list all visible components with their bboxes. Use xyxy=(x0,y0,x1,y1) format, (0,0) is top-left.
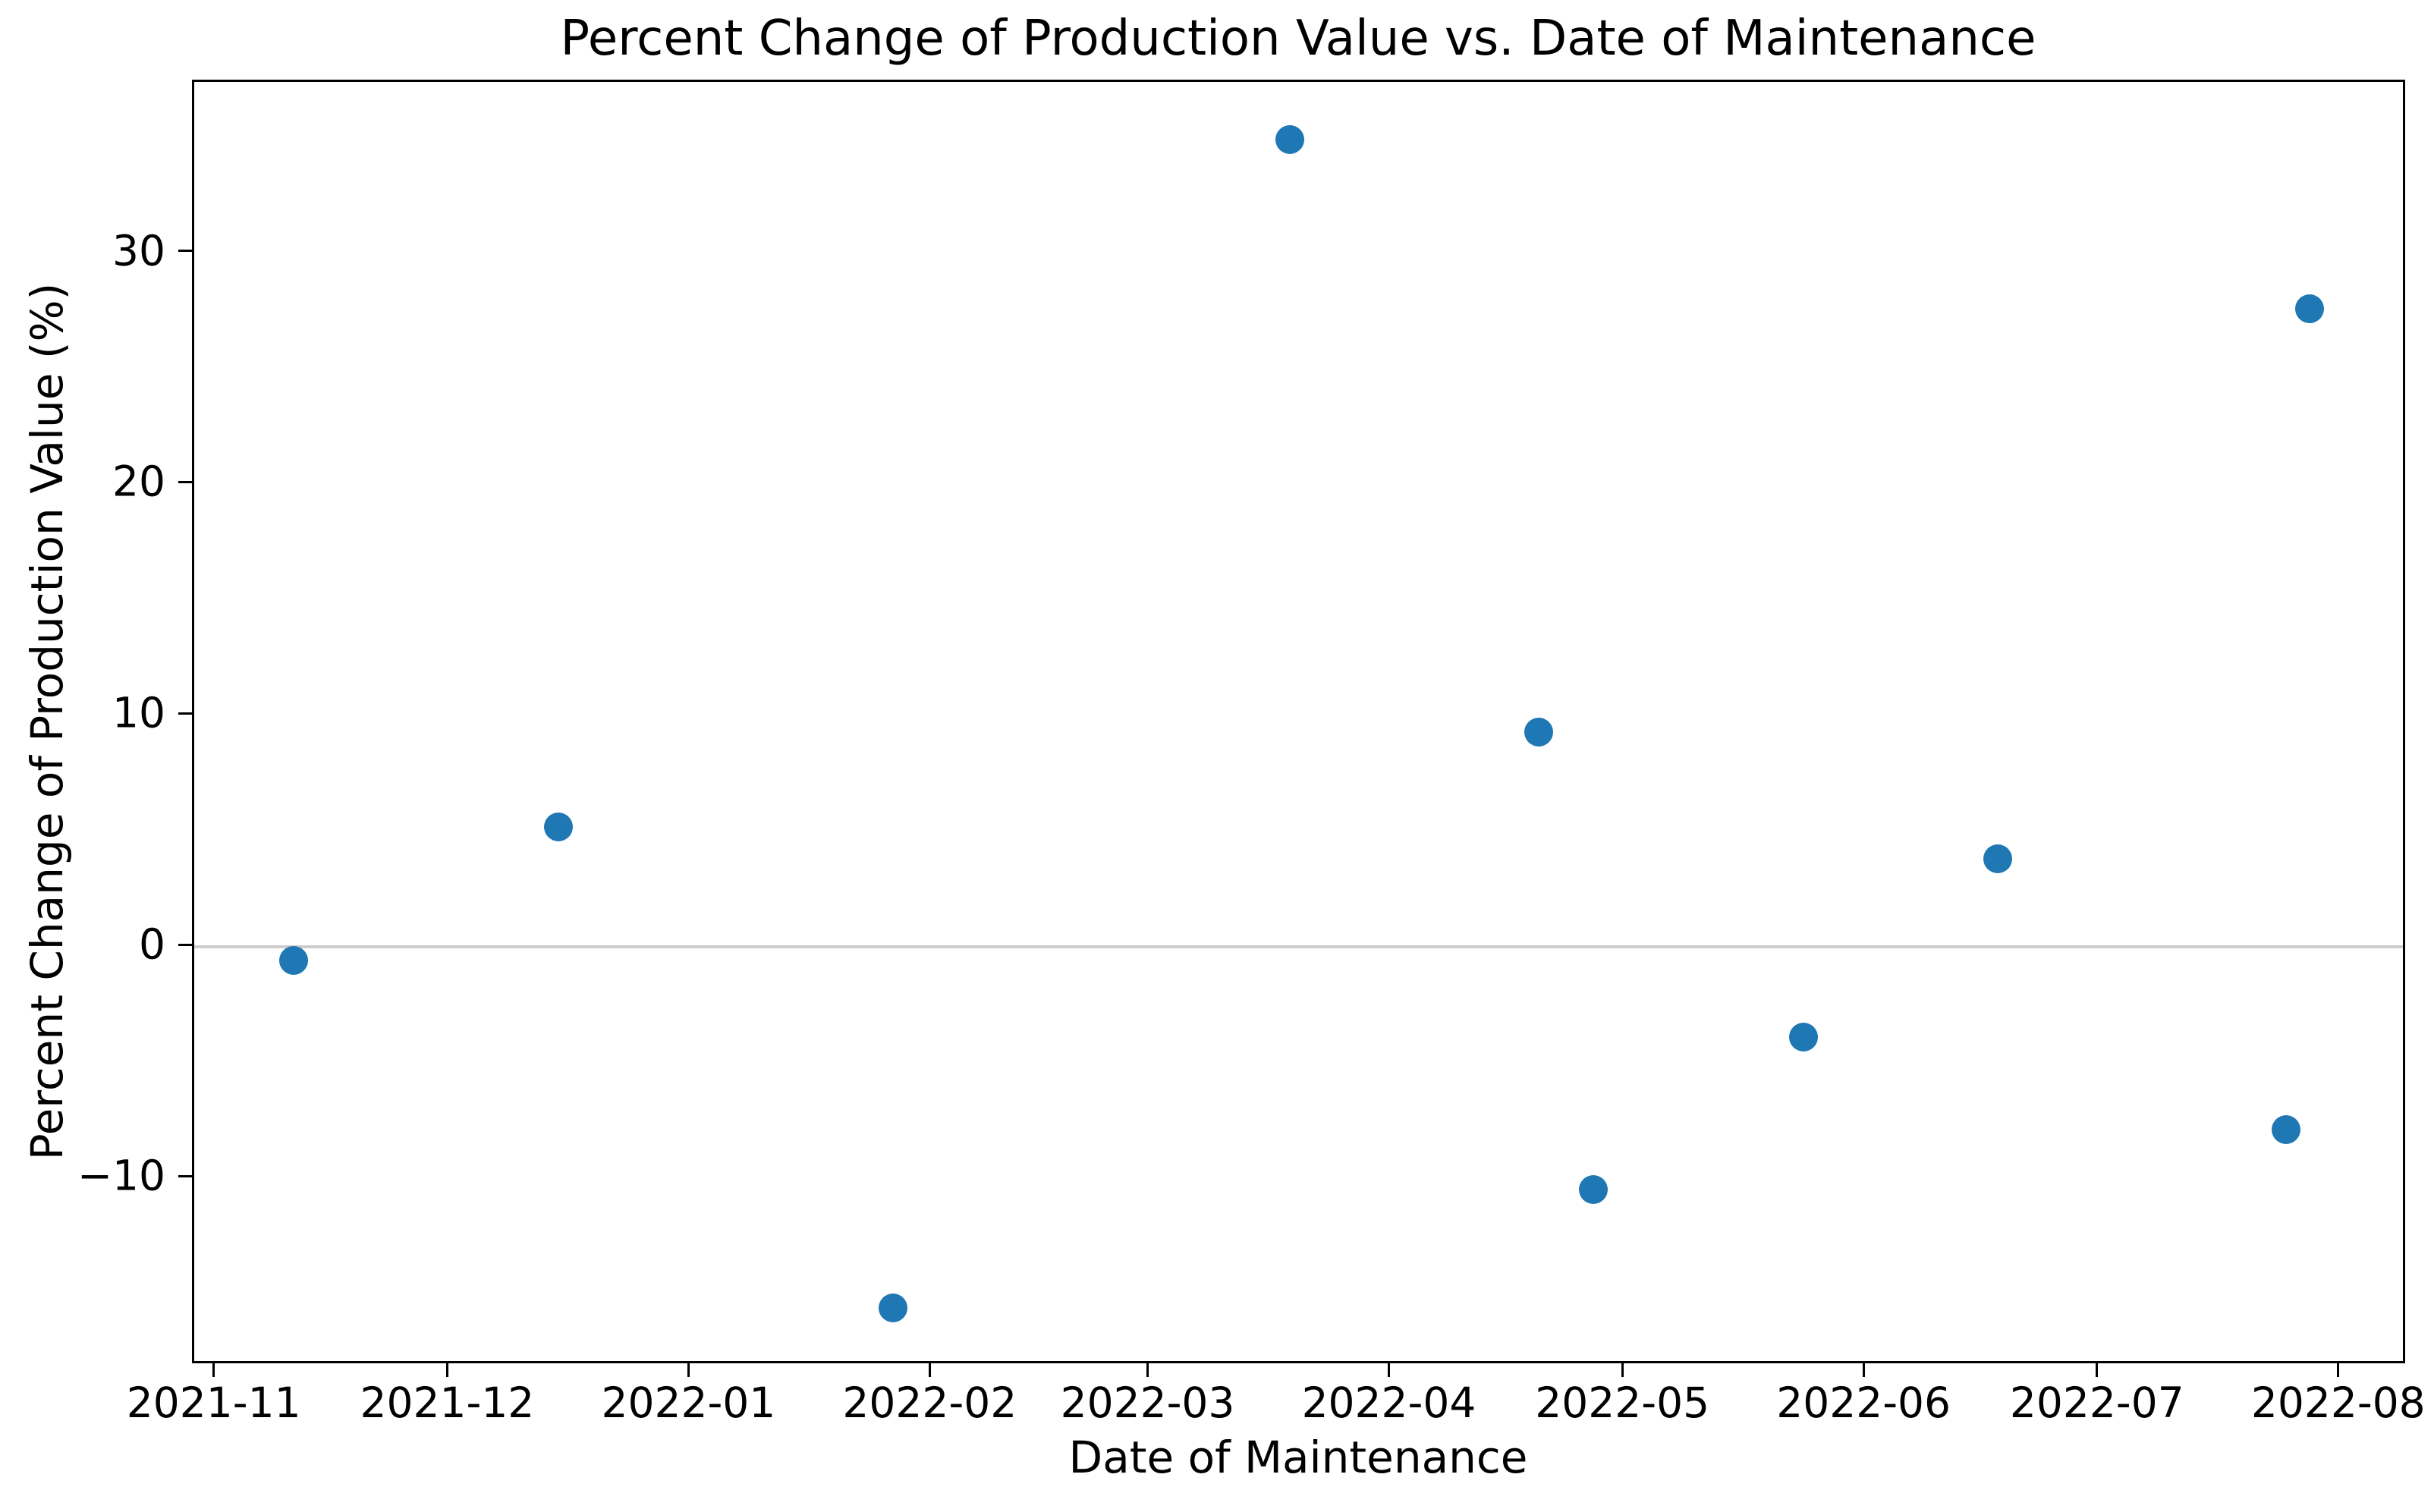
y-tick-mark xyxy=(178,943,192,946)
data-point xyxy=(279,946,309,976)
y-tick-mark xyxy=(178,250,192,253)
x-tick-mark xyxy=(445,1363,448,1377)
x-tick-label: 2022-04 xyxy=(1301,1378,1476,1427)
x-tick-label: 2022-07 xyxy=(2009,1378,2184,1427)
x-tick-mark xyxy=(212,1363,215,1377)
chart-title: Percent Change of Production Value vs. D… xyxy=(560,11,2036,67)
data-point xyxy=(2294,294,2324,323)
x-tick-mark xyxy=(1146,1363,1149,1377)
x-tick-label: 2021-12 xyxy=(360,1378,535,1427)
y-tick-mark xyxy=(178,480,192,483)
y-tick-label: 30 xyxy=(112,226,165,275)
x-axis-label: Date of Maintenance xyxy=(1068,1432,1528,1483)
data-point xyxy=(1275,125,1305,155)
x-tick-label: 2022-05 xyxy=(1535,1378,1710,1427)
x-tick-mark xyxy=(687,1363,690,1377)
y-tick-mark xyxy=(178,712,192,715)
data-point xyxy=(544,812,573,841)
zero-line xyxy=(194,945,2403,949)
x-tick-label: 2022-03 xyxy=(1060,1378,1235,1427)
x-tick-label: 2021-11 xyxy=(126,1378,301,1427)
x-tick-label: 2022-01 xyxy=(601,1378,776,1427)
x-tick-mark xyxy=(1862,1363,1865,1377)
data-point xyxy=(879,1293,908,1322)
y-tick-mark xyxy=(178,1174,192,1177)
data-point xyxy=(2271,1115,2300,1145)
data-point xyxy=(1579,1175,1609,1205)
data-point xyxy=(1524,717,1554,747)
y-tick-label: 10 xyxy=(112,688,165,737)
x-tick-mark xyxy=(1621,1363,1624,1377)
x-tick-mark xyxy=(1387,1363,1390,1377)
data-point xyxy=(1983,844,2013,874)
x-tick-mark xyxy=(2096,1363,2099,1377)
y-tick-label: 0 xyxy=(139,919,165,969)
x-tick-mark xyxy=(928,1363,931,1377)
data-point xyxy=(1789,1023,1819,1052)
plot-area xyxy=(192,80,2405,1363)
y-tick-label: 20 xyxy=(112,457,165,506)
x-tick-label: 2022-02 xyxy=(842,1378,1017,1427)
x-tick-mark xyxy=(2337,1363,2340,1377)
x-tick-label: 2022-08 xyxy=(2250,1378,2426,1427)
y-tick-label: −10 xyxy=(77,1151,165,1200)
x-tick-label: 2022-06 xyxy=(1776,1378,1951,1427)
